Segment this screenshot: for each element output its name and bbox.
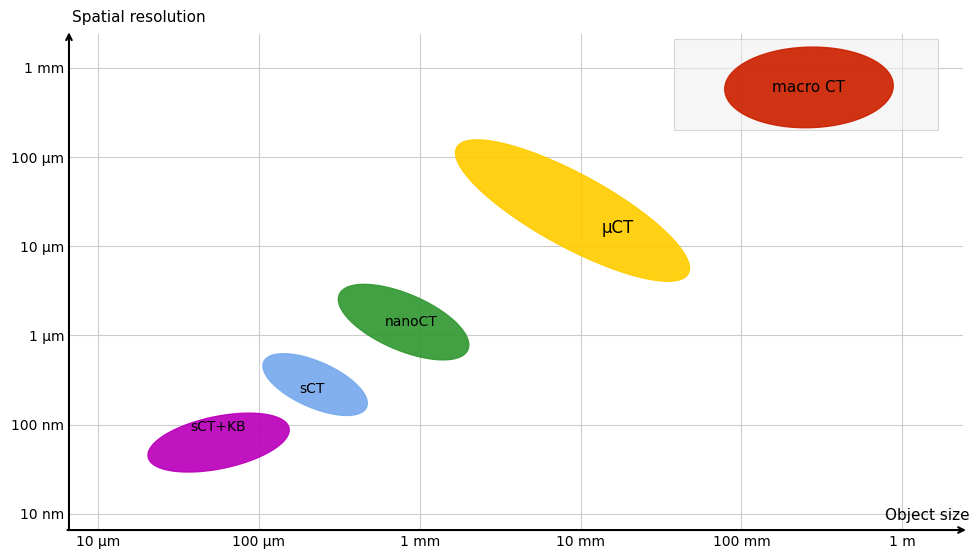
Text: sCT+KB: sCT+KB: [191, 419, 246, 433]
Polygon shape: [263, 354, 368, 416]
Polygon shape: [456, 140, 690, 281]
FancyBboxPatch shape: [674, 39, 938, 130]
Text: Object size: Object size: [885, 508, 970, 522]
Text: macro CT: macro CT: [772, 80, 846, 95]
Polygon shape: [725, 47, 893, 128]
Text: Spatial resolution: Spatial resolution: [73, 10, 206, 25]
Text: nanoCT: nanoCT: [385, 315, 438, 329]
Polygon shape: [148, 413, 289, 472]
Text: sCT: sCT: [299, 382, 324, 396]
Text: μCT: μCT: [602, 220, 634, 237]
Polygon shape: [338, 284, 468, 360]
